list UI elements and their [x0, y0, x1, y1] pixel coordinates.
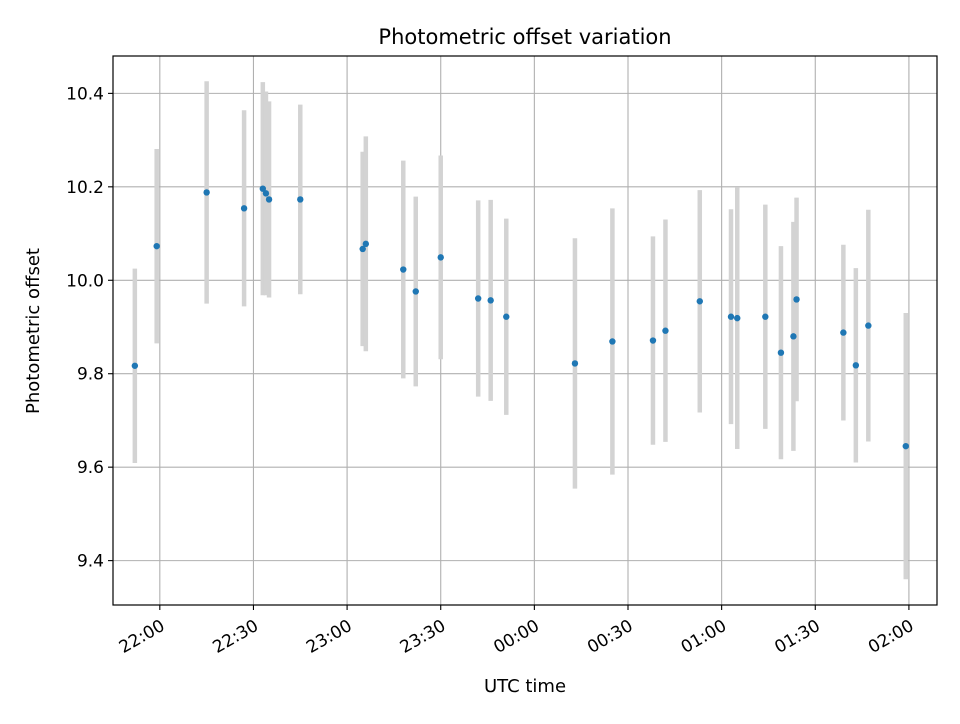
data-point [734, 314, 741, 322]
data-point [649, 337, 657, 344]
data-point [790, 333, 797, 340]
data-point [437, 254, 444, 261]
data-point [153, 242, 160, 250]
data-point [793, 296, 800, 303]
data-point [487, 297, 494, 304]
y-tick-label: 9.6 [77, 458, 104, 478]
data-point [262, 190, 270, 197]
data-point [259, 185, 267, 192]
data-point [852, 362, 860, 369]
data-point [362, 240, 370, 248]
y-tick-label: 9.8 [77, 365, 104, 385]
data-point [865, 322, 872, 329]
data-point [240, 205, 248, 212]
data-point [762, 313, 769, 320]
plot-frame [112, 55, 938, 606]
data-point [131, 362, 139, 369]
data-point [609, 338, 616, 345]
y-tick-label: 10.2 [66, 178, 104, 198]
data-points [131, 185, 909, 450]
y-axis-label: Photometric offset [23, 248, 44, 414]
data-point [503, 313, 510, 320]
grid-lines [113, 56, 937, 605]
data-point [696, 298, 703, 305]
data-point [474, 295, 482, 302]
data-point [777, 349, 785, 356]
data-point [359, 245, 366, 253]
data-point [412, 288, 419, 295]
data-point [902, 442, 909, 450]
data-point [265, 196, 273, 203]
y-axis-ticks: 9.4 9.6 9.8 10.0 10.2 10.4 [66, 84, 113, 572]
data-point [203, 189, 210, 196]
chart-title: Photometric offset variation [378, 25, 671, 49]
data-point [727, 313, 735, 320]
y-tick-label: 10.4 [66, 84, 104, 104]
data-point [400, 266, 407, 273]
data-point [571, 360, 579, 367]
data-point [840, 329, 847, 336]
data-point [297, 196, 304, 203]
y-tick-label: 10.0 [66, 271, 104, 291]
data-point [662, 327, 669, 334]
y-tick-label: 9.4 [77, 552, 104, 572]
x-axis-label: UTC time [484, 676, 566, 697]
